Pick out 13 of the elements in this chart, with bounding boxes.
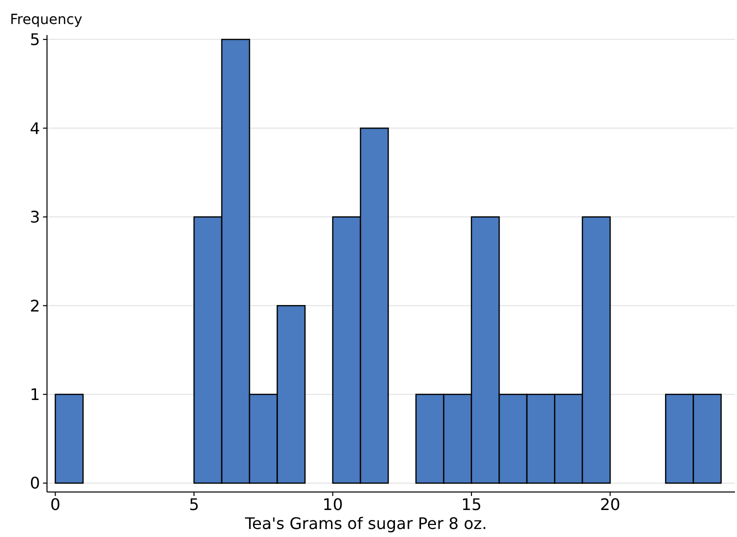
y-tick-label: 5 bbox=[30, 30, 40, 50]
y-tick-label: 3 bbox=[30, 208, 40, 227]
x-tick-label: 10 bbox=[322, 495, 343, 514]
y-tick-label: 2 bbox=[30, 296, 40, 316]
x-tick-label: 0 bbox=[50, 495, 60, 514]
y-tick-label: 1 bbox=[30, 384, 40, 404]
y-tick-label: 0 bbox=[30, 474, 40, 493]
y-axis-title: Frequency bbox=[10, 12, 82, 28]
x-tick-label: 5 bbox=[188, 495, 200, 514]
x-tick-label: 20 bbox=[600, 495, 620, 514]
x-axis-title: Tea's Grams of sugar Per 8 oz. bbox=[244, 514, 488, 533]
x-tick-label: 15 bbox=[461, 495, 482, 514]
y-tick-label: 4 bbox=[30, 118, 40, 138]
